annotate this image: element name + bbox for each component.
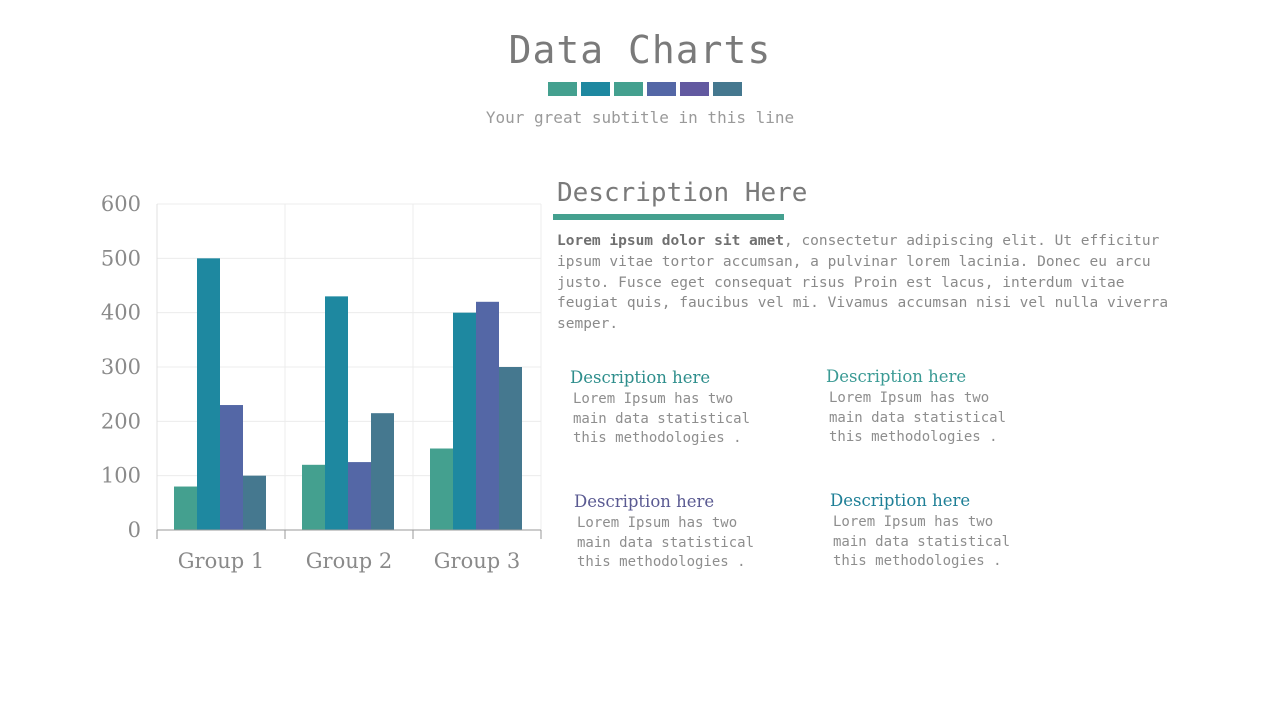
description-card: Description here Lorem Ipsum has two mai… [830,491,1060,572]
color-swatch [614,82,643,96]
bar [348,462,371,530]
y-tick-label: 400 [101,301,141,325]
color-swatch [647,82,676,96]
bar [371,413,394,530]
description-heading: Description Here [557,178,808,208]
bar [302,464,325,530]
bar [453,312,476,530]
y-tick-label: 300 [101,355,141,379]
x-category-label: Group 3 [434,549,520,573]
description-card: Description here Lorem Ipsum has two mai… [570,368,800,449]
bar [243,475,266,530]
bar [325,296,348,530]
color-swatch [581,82,610,96]
bar-chart: 0 100 200 300 400 500 600 Group 1 Group 2 Group 3 [101,192,542,573]
description-body: Lorem ipsum dolor sit amet, consectetur … [557,231,1182,335]
x-category-label: Group 2 [306,549,392,573]
description-body-bold: Lorem ipsum dolor sit amet [557,233,784,249]
page-subtitle: Your great subtitle in this line [485,108,795,127]
color-swatch [713,82,742,96]
description-card: Description here Lorem Ipsum has two mai… [574,492,804,573]
page-title: Data Charts [508,28,772,72]
card-title: Description here [570,368,711,387]
bar [197,258,220,530]
y-tick-label: 200 [101,409,141,433]
color-swatch [548,82,577,96]
card-title: Description here [826,367,967,386]
bar [499,367,522,530]
description-card: Description here Lorem Ipsum has two mai… [826,367,1056,448]
description-underline [553,214,784,220]
y-tick-label: 0 [128,518,141,542]
card-text: Lorem Ipsum has two main data statistica… [833,514,1011,569]
x-category-label: Group 1 [178,549,264,573]
card-title: Description here [574,492,715,511]
card-text: Lorem Ipsum has two main data statistica… [829,390,1007,445]
bar [476,301,499,530]
description-body-text: , consectetur adipiscing elit. Ut effici… [557,233,1169,333]
bar [174,486,197,530]
color-swatch-row [548,82,742,96]
y-tick-label: 600 [101,192,141,216]
card-text: Lorem Ipsum has two main data statistica… [577,515,755,570]
bar [430,448,453,530]
y-tick-label: 100 [101,464,141,488]
y-tick-label: 500 [101,246,141,270]
bar [220,405,243,530]
color-swatch [680,82,709,96]
card-text: Lorem Ipsum has two main data statistica… [573,391,751,446]
card-title: Description here [830,491,971,510]
